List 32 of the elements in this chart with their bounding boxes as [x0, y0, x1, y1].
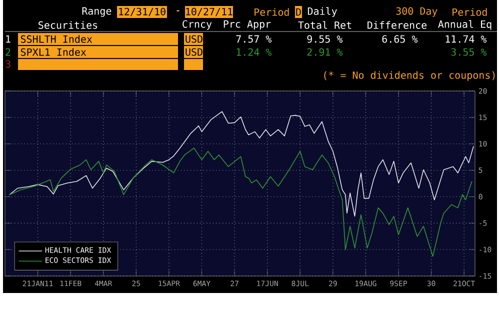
- text: 9.55 %: [307, 35, 343, 43]
- text: 12/31/10: [119, 8, 166, 16]
- text: 1: [6, 35, 10, 43]
- text: 3: [6, 60, 10, 68]
- line-series: [9, 148, 472, 257]
- text: SSHLTH Index: [20, 35, 92, 43]
- text: USD: [186, 35, 202, 43]
- line-series: [9, 111, 474, 217]
- text: Total Ret: [298, 21, 352, 29]
- text: SPXL1 Index: [20, 48, 86, 56]
- text: 11.74 %: [446, 35, 487, 43]
- text: Securities: [38, 21, 98, 29]
- text: 3.55 %: [451, 48, 487, 56]
- text: 2.91 %: [307, 48, 343, 56]
- text: Difference: [368, 21, 427, 29]
- text: Crncy: [182, 20, 212, 30]
- text: 2: [6, 48, 10, 56]
- text: USD: [186, 48, 202, 56]
- text: Period: [452, 8, 487, 16]
- text: 6.65 %: [382, 35, 418, 43]
- text: -: [176, 10, 180, 12]
- text: Period: [254, 8, 289, 16]
- text: Annual Eq: [438, 20, 492, 30]
- text: (* = No dividends or coupons): [324, 71, 495, 81]
- text: 1.24 %: [236, 48, 272, 56]
- text: D: [296, 8, 301, 16]
- text: 7.57 %: [236, 35, 272, 43]
- text: Prc Appr: [224, 20, 271, 30]
- text: Daily: [308, 7, 337, 17]
- text: 10/27/11: [186, 8, 232, 16]
- text: Range: [82, 7, 112, 17]
- text: 300 Day: [396, 7, 438, 17]
